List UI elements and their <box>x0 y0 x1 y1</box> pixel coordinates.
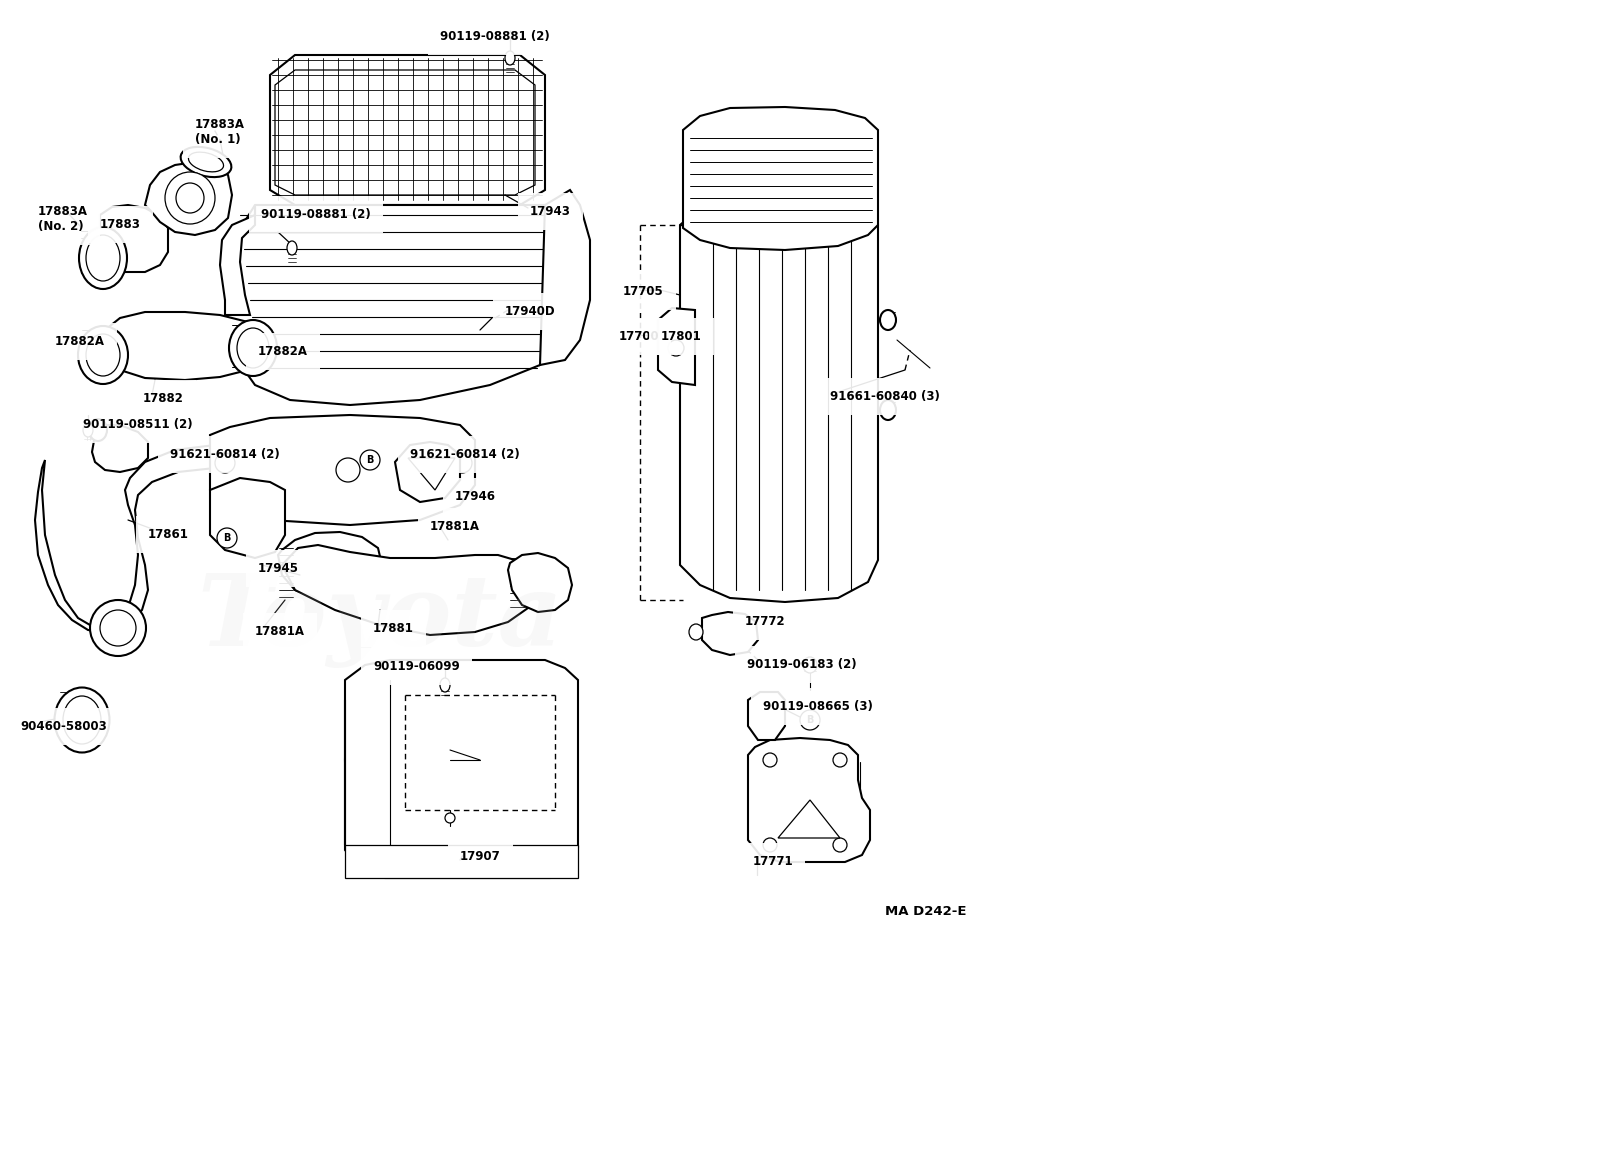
Text: 17882A: 17882A <box>257 344 309 358</box>
Polygon shape <box>540 190 590 365</box>
Polygon shape <box>145 162 231 235</box>
Ellipse shape <box>286 241 297 255</box>
Polygon shape <box>747 692 784 740</box>
Polygon shape <box>211 478 284 558</box>
Polygon shape <box>508 553 572 612</box>
Ellipse shape <box>188 152 223 172</box>
Polygon shape <box>278 532 382 600</box>
Circle shape <box>215 453 235 473</box>
Circle shape <box>217 528 236 548</box>
Circle shape <box>445 813 455 823</box>
Text: 17881: 17881 <box>373 622 413 635</box>
Text: 90119-06183 (2): 90119-06183 (2) <box>747 658 857 670</box>
Ellipse shape <box>85 334 121 376</box>
Ellipse shape <box>85 235 121 281</box>
Polygon shape <box>747 738 869 862</box>
Ellipse shape <box>79 326 129 384</box>
Text: 90119-08881 (2): 90119-08881 (2) <box>260 209 371 221</box>
Polygon shape <box>92 425 148 472</box>
Text: Toyota: Toyota <box>198 571 562 668</box>
Polygon shape <box>211 415 474 525</box>
Ellipse shape <box>84 423 93 437</box>
Text: 17882A: 17882A <box>55 335 104 348</box>
Text: 17861: 17861 <box>148 528 188 541</box>
Polygon shape <box>100 205 167 272</box>
Ellipse shape <box>175 183 204 213</box>
Polygon shape <box>680 194 877 602</box>
Text: 90119-08881 (2): 90119-08881 (2) <box>440 30 550 43</box>
Text: 90119-08665 (3): 90119-08665 (3) <box>763 700 873 713</box>
Text: 17881A: 17881A <box>256 626 305 638</box>
Ellipse shape <box>879 310 895 329</box>
Ellipse shape <box>79 227 127 289</box>
Polygon shape <box>220 205 256 314</box>
Text: B: B <box>223 533 230 543</box>
Text: 17943: 17943 <box>530 205 570 218</box>
Circle shape <box>100 611 137 646</box>
Ellipse shape <box>505 51 514 65</box>
Text: 17882: 17882 <box>143 392 183 406</box>
Text: 17940D: 17940D <box>505 305 556 318</box>
Text: 91661-60840 (3): 91661-60840 (3) <box>829 391 938 403</box>
Text: 91621-60814 (2): 91621-60814 (2) <box>410 448 519 461</box>
Text: 91621-60814 (2): 91621-60814 (2) <box>170 448 280 461</box>
Ellipse shape <box>180 147 231 177</box>
Polygon shape <box>657 308 694 385</box>
Polygon shape <box>395 442 460 502</box>
Ellipse shape <box>236 328 268 367</box>
Polygon shape <box>346 846 577 878</box>
Circle shape <box>360 450 379 470</box>
Ellipse shape <box>440 679 450 692</box>
Text: 90119-08511 (2): 90119-08511 (2) <box>84 418 193 431</box>
Text: 17945: 17945 <box>257 562 299 575</box>
Text: 17883A
(No. 1): 17883A (No. 1) <box>194 118 244 146</box>
Circle shape <box>452 453 472 473</box>
Polygon shape <box>281 545 535 635</box>
Ellipse shape <box>63 696 101 744</box>
Text: 17772: 17772 <box>744 615 786 628</box>
Polygon shape <box>683 107 877 250</box>
Ellipse shape <box>879 400 895 420</box>
Ellipse shape <box>166 172 215 223</box>
Text: 17946: 17946 <box>455 490 495 503</box>
Circle shape <box>336 458 360 482</box>
Ellipse shape <box>88 419 108 441</box>
Text: 17883A
(No. 2): 17883A (No. 2) <box>39 205 88 233</box>
Ellipse shape <box>688 624 702 641</box>
Text: 17700: 17700 <box>619 329 659 343</box>
Polygon shape <box>35 445 244 632</box>
Text: 17771: 17771 <box>752 855 794 867</box>
Circle shape <box>763 753 776 767</box>
Circle shape <box>800 710 820 730</box>
Polygon shape <box>346 660 577 878</box>
Polygon shape <box>408 458 455 490</box>
Polygon shape <box>702 612 757 655</box>
Polygon shape <box>225 205 575 406</box>
Ellipse shape <box>55 688 109 752</box>
Circle shape <box>832 753 847 767</box>
Text: B: B <box>805 715 813 725</box>
Text: 17883: 17883 <box>100 218 141 232</box>
Text: 90460-58003: 90460-58003 <box>19 720 106 733</box>
Polygon shape <box>270 55 545 205</box>
Polygon shape <box>778 799 839 838</box>
Circle shape <box>763 838 776 852</box>
Text: 90119-06099: 90119-06099 <box>373 660 460 673</box>
Ellipse shape <box>228 320 276 376</box>
Text: MA D242-E: MA D242-E <box>884 905 966 918</box>
Circle shape <box>667 340 683 356</box>
Text: 17907: 17907 <box>460 850 500 863</box>
Text: 17705: 17705 <box>622 285 664 298</box>
Polygon shape <box>100 312 257 380</box>
Circle shape <box>832 838 847 852</box>
Text: B: B <box>366 455 373 465</box>
Text: 17881A: 17881A <box>429 520 480 533</box>
Text: 17801: 17801 <box>660 329 701 343</box>
Circle shape <box>90 600 146 655</box>
Ellipse shape <box>802 657 816 673</box>
